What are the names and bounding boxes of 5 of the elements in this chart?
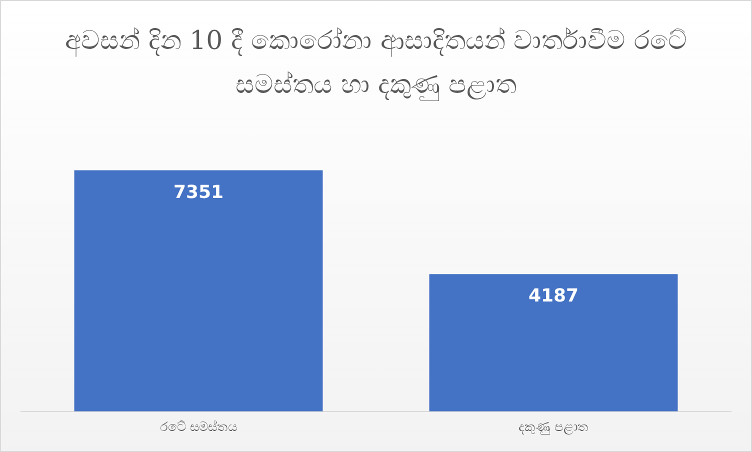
- x-tick-label: දකුණු පළාත: [518, 418, 588, 435]
- x-tick-label: රටේ සමස්තය: [160, 418, 237, 434]
- chart-title: අවසන් දින 10 දී කොරෝනා ආසාදිතයන් වාර්තාවීම රටේ සමස්තය හා දකුණු පළාත: [64, 25, 688, 103]
- data-label: 4187: [528, 286, 579, 307]
- data-label: 7351: [173, 182, 224, 203]
